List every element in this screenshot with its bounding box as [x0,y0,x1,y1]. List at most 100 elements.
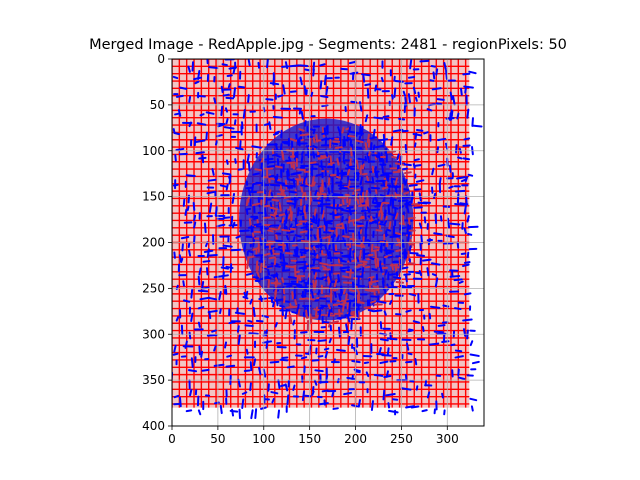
boundary-segment [194,80,200,85]
boundary-segment [364,180,375,184]
boundary-segment [269,183,281,187]
boundary-segment [361,191,365,203]
boundary-segment [190,312,194,323]
boundary-segment [285,235,290,241]
boundary-segment [333,291,337,298]
boundary-segment [327,321,332,328]
boundary-segment [382,140,386,148]
boundary-segment [290,211,293,222]
boundary-segment [300,356,308,360]
boundary-segment [373,374,384,377]
boundary-segment [431,87,442,91]
boundary-segment [386,228,392,232]
boundary-segment [309,198,312,206]
boundary-segment [292,384,296,391]
boundary-segment [281,356,289,360]
boundary-segment [456,112,460,120]
boundary-segment [188,331,192,340]
boundary-segment [280,384,286,387]
boundary-segment [269,360,280,364]
boundary-segment [349,289,356,293]
boundary-segment [362,75,366,83]
boundary-segment [371,197,375,204]
boundary-segment [361,73,371,77]
boundary-segment [385,393,396,397]
boundary-segment [334,146,344,150]
boundary-segment [294,270,300,274]
boundary-segment [406,204,410,214]
boundary-segment [258,366,262,375]
boundary-segment [198,267,202,276]
boundary-segment [358,249,362,261]
boundary-segment [259,295,263,302]
boundary-segment [323,347,330,351]
boundary-segment [394,177,399,186]
boundary-segment [340,150,350,154]
boundary-segment [359,229,363,235]
boundary-segment [401,167,408,171]
boundary-segment [306,305,310,317]
boundary-segment [187,242,191,248]
boundary-segment [333,279,338,288]
boundary-segment [228,175,232,183]
boundary-segment [259,237,263,246]
boundary-segment [374,87,382,91]
boundary-segment [388,299,393,305]
boundary-segment [322,236,330,240]
boundary-segment [392,213,396,221]
boundary-segment [471,124,483,128]
boundary-segment [403,273,411,276]
boundary-segment [366,133,370,144]
boundary-segment [315,173,323,177]
boundary-segment [190,288,194,299]
boundary-segment [195,151,205,155]
boundary-segment [266,59,269,69]
boundary-segment [379,265,383,273]
boundary-segment [275,173,279,181]
boundary-segment [278,213,286,217]
boundary-segment [369,257,376,261]
boundary-segment [337,304,347,309]
boundary-segment [199,113,205,117]
boundary-segment [435,68,439,76]
boundary-segment [315,244,324,248]
boundary-segment [432,71,436,80]
boundary-segment [352,250,356,259]
boundary-segment [268,256,276,260]
boundary-segment [328,270,332,281]
boundary-segment [365,371,370,378]
boundary-segment [378,347,382,354]
boundary-segment [304,247,312,251]
boundary-segment [251,202,261,207]
boundary-segment [325,373,329,383]
boundary-segment [241,121,244,130]
boundary-segment [300,279,306,283]
boundary-segment [317,225,323,229]
boundary-segment [225,183,229,191]
boundary-segment [220,105,224,117]
boundary-segment [173,394,180,399]
y-tick-label: 100 [142,144,165,158]
boundary-segment [225,364,236,368]
boundary-segment [274,165,285,169]
boundary-segment [408,183,418,187]
boundary-segment [456,176,467,180]
boundary-segment [324,137,328,146]
boundary-segment [232,87,237,99]
boundary-segment [335,215,341,219]
boundary-segment [277,225,281,231]
boundary-segment [347,292,355,296]
boundary-segment [331,233,335,243]
boundary-segment [311,316,319,320]
boundary-segment [299,64,309,67]
boundary-segment [214,140,218,146]
boundary-segment [367,150,372,157]
boundary-segment [187,65,191,73]
boundary-segment [206,191,215,195]
boundary-segment [201,280,205,290]
boundary-segment [405,309,412,313]
boundary-segment [334,256,343,260]
boundary-segment [450,343,456,347]
boundary-segment [299,212,306,216]
boundary-segment [316,232,320,243]
